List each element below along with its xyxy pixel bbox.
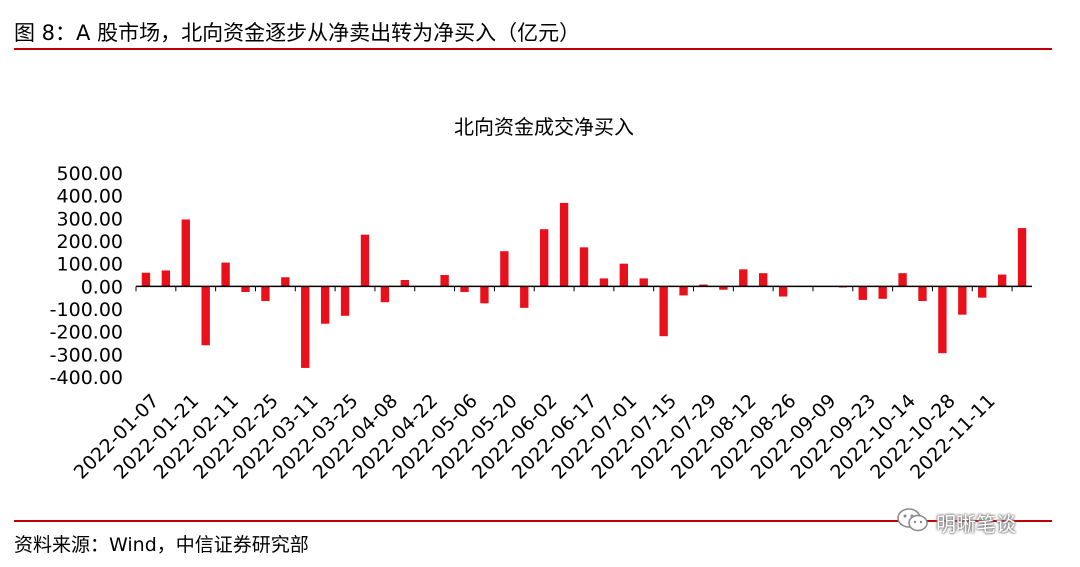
y-tick-label: -200.00	[50, 322, 123, 344]
bar	[778, 286, 788, 297]
watermark-text: 明晰笔谈	[936, 512, 1016, 536]
bar	[599, 278, 609, 287]
bar	[281, 277, 290, 287]
bar	[699, 284, 708, 287]
y-tick-label: -100.00	[50, 299, 123, 321]
chart-title: 北向资金成交净买入	[454, 115, 634, 139]
y-axis: 500.00400.00300.00200.00100.000.00-100.0…	[50, 163, 123, 389]
source-note: 资料来源：Wind，中信证券研究部	[14, 534, 309, 556]
x-axis	[135, 285, 1032, 292]
footer-rule	[14, 520, 1052, 522]
bar-series	[141, 202, 1027, 368]
bar	[639, 278, 648, 287]
bar	[739, 269, 748, 287]
bar	[221, 262, 230, 287]
y-tick-label: -400.00	[50, 367, 123, 389]
bar	[659, 286, 668, 337]
x-tick-labels: 2022-01-072022-01-212022-02-112022-02-25…	[70, 390, 1000, 484]
bar	[878, 286, 887, 299]
bar	[480, 286, 489, 304]
bar	[539, 229, 549, 287]
bar	[301, 286, 310, 368]
bar	[161, 270, 171, 287]
bar	[759, 273, 768, 287]
bar	[500, 251, 509, 287]
y-tick-label: 100.00	[57, 254, 123, 276]
y-tick-label: 200.00	[57, 231, 123, 253]
figure-title: 图 8：A 股市场，北向资金逐步从净卖出转为净买入（亿元）	[14, 21, 581, 45]
bar	[898, 273, 907, 287]
y-tick-label: 500.00	[57, 163, 123, 185]
bar	[320, 286, 330, 324]
bar	[400, 279, 409, 287]
bar	[938, 286, 947, 354]
bar	[181, 219, 190, 287]
bar	[440, 275, 449, 287]
bar	[360, 234, 370, 287]
header-rule	[14, 48, 1052, 50]
bar	[520, 286, 529, 308]
bar	[340, 286, 350, 316]
bar	[559, 202, 569, 287]
bar	[978, 286, 987, 298]
bar	[719, 286, 728, 290]
bar	[679, 286, 688, 296]
bar	[201, 286, 210, 346]
bar	[997, 274, 1007, 287]
bar	[579, 247, 589, 287]
bar	[380, 286, 390, 303]
bar-chart: 北向资金成交净买入 500.00400.00300.00200.00100.00…	[50, 115, 1032, 484]
bar	[241, 286, 250, 292]
y-tick-label: 300.00	[57, 208, 123, 230]
bar	[1017, 228, 1027, 287]
bar	[619, 263, 629, 287]
wechat-logo-icon	[896, 507, 930, 538]
bar	[858, 286, 867, 300]
y-tick-label: 0.00	[81, 276, 123, 298]
bar	[460, 286, 469, 292]
y-tick-label: -300.00	[50, 344, 123, 366]
y-tick-label: 400.00	[57, 186, 123, 208]
bar	[261, 286, 270, 302]
bar	[958, 286, 967, 315]
bar	[918, 286, 927, 302]
watermark: 明晰笔谈	[896, 507, 1016, 538]
bar	[141, 272, 151, 287]
